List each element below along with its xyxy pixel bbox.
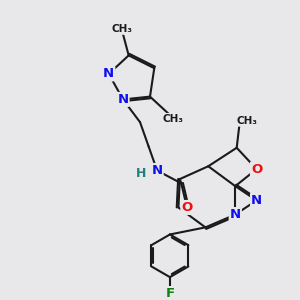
Text: N: N <box>103 68 114 80</box>
Text: CH₃: CH₃ <box>111 24 132 34</box>
Text: CH₃: CH₃ <box>162 114 183 124</box>
Text: N: N <box>251 194 262 207</box>
Text: H: H <box>136 167 147 180</box>
Text: N: N <box>117 93 129 106</box>
Text: O: O <box>181 201 193 214</box>
Text: N: N <box>230 208 241 221</box>
Text: N: N <box>152 164 163 177</box>
Text: F: F <box>165 287 175 300</box>
Text: O: O <box>251 163 262 176</box>
Text: CH₃: CH₃ <box>236 116 257 126</box>
